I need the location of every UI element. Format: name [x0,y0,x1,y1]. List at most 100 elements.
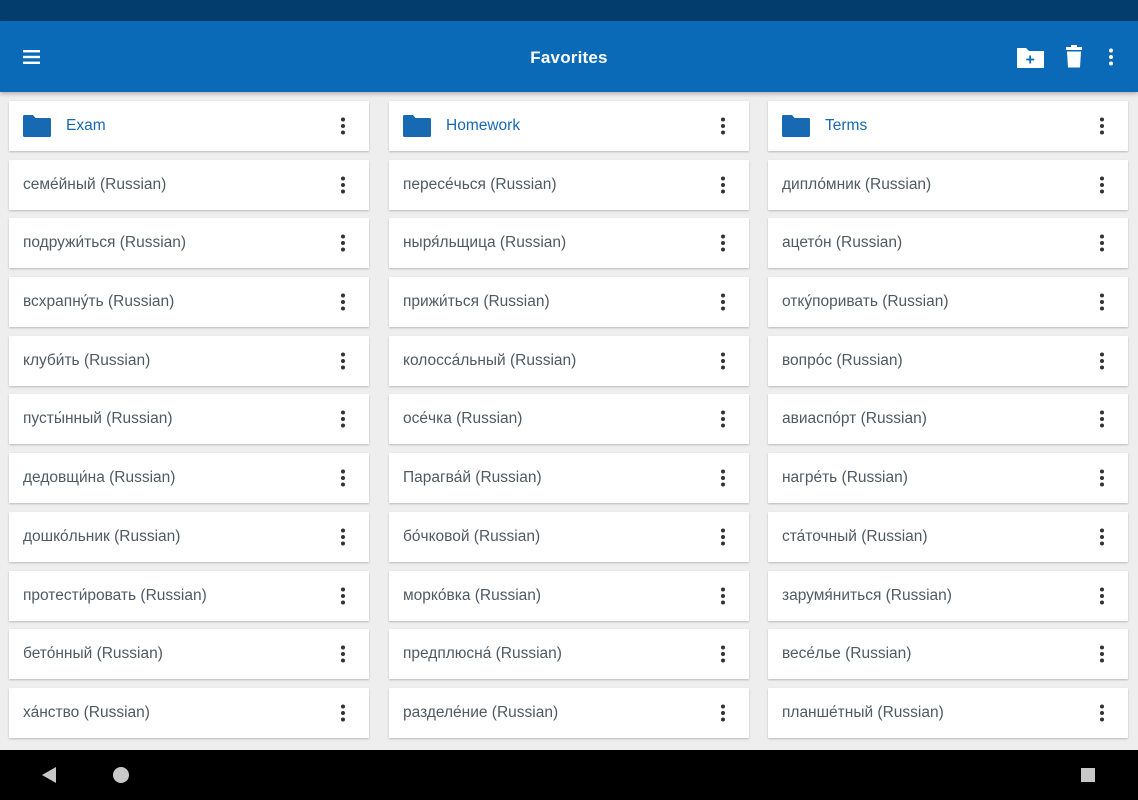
favorite-item[interactable]: колосса́льный (Russian) [389,335,749,386]
favorite-item[interactable]: разделе́ние (Russian) [389,687,749,738]
favorite-item-label: подружи́ться (Russian) [23,234,187,252]
favorite-item[interactable]: предплюсна́ (Russian) [389,629,749,680]
more-vert-icon[interactable] [1090,642,1114,666]
favorite-item-label: клуби́ть (Russian) [23,351,151,369]
favorite-item[interactable]: протести́ровать (Russian) [9,570,369,621]
favorite-item[interactable]: зарумя́ниться (Russian) [768,570,1128,621]
create-folder-icon[interactable] [1013,39,1049,75]
favorite-item[interactable]: планше́тный (Russian) [768,687,1128,738]
favorite-item[interactable]: пусты́нный (Russian) [9,394,369,445]
folder-header[interactable]: Homework [389,101,749,151]
more-vert-icon[interactable] [711,231,735,255]
more-vert-icon[interactable] [331,290,355,314]
favorite-item[interactable]: отку́поривать (Russian) [768,277,1128,328]
favorite-item-label: прижи́ться (Russian) [403,293,550,311]
favorite-item-label: нагре́ть (Russian) [782,469,908,487]
favorite-item-label: весе́лье (Russian) [782,645,912,663]
favorite-item[interactable]: авиаспо́рт (Russian) [768,394,1128,445]
favorite-item-label: всхрапну́ть (Russian) [23,293,175,311]
more-vert-icon[interactable] [331,642,355,666]
favorite-item-label: осе́чка (Russian) [403,410,523,428]
folder-header[interactable]: Terms [768,101,1128,151]
more-vert-icon[interactable] [711,701,735,725]
favorite-item-label: ацето́н (Russian) [782,234,903,252]
favorite-item[interactable]: ста́точный (Russian) [768,511,1128,562]
back-triangle-icon[interactable] [36,762,62,788]
favorite-item-label: дипло́мник (Russian) [782,175,932,193]
more-vert-icon[interactable] [331,525,355,549]
favorite-item[interactable]: дошко́льник (Russian) [9,511,369,562]
favorite-item[interactable]: Парагва́й (Russian) [389,453,749,504]
favorite-item-label: морко́вка (Russian) [403,586,542,604]
favorite-item[interactable]: осе́чка (Russian) [389,394,749,445]
more-vert-icon[interactable] [1090,173,1114,197]
favorite-item[interactable]: ха́нство (Russian) [9,687,369,738]
more-vert-icon[interactable] [331,231,355,255]
home-circle-icon[interactable] [108,762,134,788]
more-vert-icon[interactable] [331,584,355,608]
folder-column: Homework пересе́чься (Russian) ныря́льщица… [389,101,749,747]
favorite-item[interactable]: дипло́мник (Russian) [768,159,1128,210]
recent-square-icon[interactable] [1075,762,1101,788]
more-vert-icon[interactable] [331,349,355,373]
more-vert-icon[interactable] [331,407,355,431]
more-vert-icon[interactable] [1090,231,1114,255]
favorite-item-label: дошко́льник (Russian) [23,527,181,545]
more-vert-icon[interactable] [1090,290,1114,314]
folder-icon [782,115,810,137]
favorite-item-label: Парагва́й (Russian) [403,469,542,487]
more-vert-icon[interactable] [1090,701,1114,725]
favorite-item[interactable]: клуби́ть (Russian) [9,335,369,386]
more-vert-icon[interactable] [711,584,735,608]
more-vert-icon[interactable] [1090,525,1114,549]
favorite-item[interactable]: весе́лье (Russian) [768,629,1128,680]
more-vert-icon[interactable] [331,173,355,197]
more-vert-icon[interactable] [331,701,355,725]
favorite-item[interactable]: всхрапну́ть (Russian) [9,277,369,328]
more-vert-icon[interactable] [711,114,735,138]
more-vert-icon[interactable] [331,114,355,138]
favorite-item-label: ха́нство (Russian) [23,703,150,721]
more-vert-icon[interactable] [711,466,735,490]
favorite-item[interactable]: бето́нный (Russian) [9,629,369,680]
favorite-item-label: вопро́с (Russian) [782,351,903,369]
more-vert-icon[interactable] [1090,584,1114,608]
trash-icon[interactable] [1056,39,1092,75]
favorite-item-label: зарумя́ниться (Russian) [782,586,952,604]
favorite-item[interactable]: нагре́ть (Russian) [768,453,1128,504]
favorite-item[interactable]: бо́чковой (Russian) [389,511,749,562]
favorite-item[interactable]: пересе́чься (Russian) [389,159,749,210]
favorite-item-label: колосса́льный (Russian) [403,351,577,369]
more-vert-icon[interactable] [1090,407,1114,431]
more-vert-icon[interactable] [711,290,735,314]
folder-icon [403,115,431,137]
folder-name: Homework [446,117,521,134]
favorite-item[interactable]: вопро́с (Russian) [768,335,1128,386]
more-vert-icon[interactable] [331,466,355,490]
more-vert-icon[interactable] [1093,39,1129,75]
folder-name: Terms [825,117,868,134]
favorite-item-label: ста́точный (Russian) [782,527,928,545]
more-vert-icon[interactable] [711,349,735,373]
favorite-item[interactable]: морко́вка (Russian) [389,570,749,621]
more-vert-icon[interactable] [1090,349,1114,373]
favorite-item[interactable]: прижи́ться (Russian) [389,277,749,328]
favorites-grid: Exam семе́йный (Russian) подружи́ться (Rus… [0,92,1138,750]
favorite-item[interactable]: семе́йный (Russian) [9,159,369,210]
more-vert-icon[interactable] [711,407,735,431]
menu-icon[interactable] [14,39,50,75]
status-bar [0,0,1138,21]
favorite-item[interactable]: подружи́ться (Russian) [9,218,369,269]
more-vert-icon[interactable] [711,173,735,197]
favorite-item[interactable]: ныря́льщица (Russian) [389,218,749,269]
favorite-item[interactable]: ацето́н (Russian) [768,218,1128,269]
folder-header[interactable]: Exam [9,101,369,151]
favorite-item-label: семе́йный (Russian) [23,175,167,193]
more-vert-icon[interactable] [1090,466,1114,490]
favorite-item-label: отку́поривать (Russian) [782,293,949,311]
more-vert-icon[interactable] [711,642,735,666]
favorite-item-label: ныря́льщица (Russian) [403,234,567,252]
more-vert-icon[interactable] [711,525,735,549]
favorite-item[interactable]: дедовщи́на (Russian) [9,453,369,504]
more-vert-icon[interactable] [1090,114,1114,138]
